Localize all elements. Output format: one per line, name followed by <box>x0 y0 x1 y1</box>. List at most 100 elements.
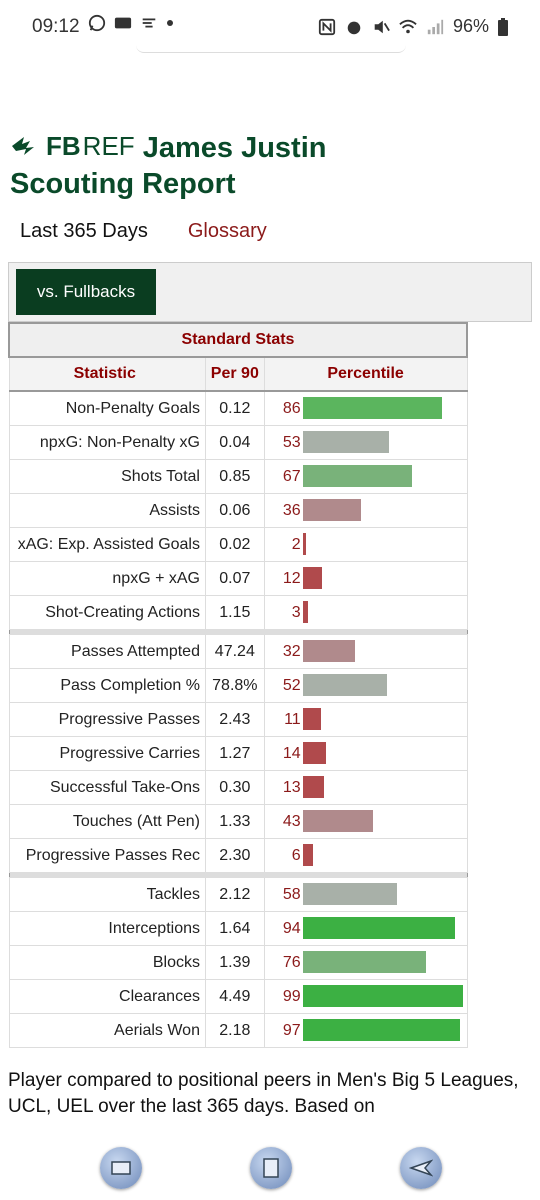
stat-name: Interceptions <box>8 911 206 946</box>
vs-fullbacks-button[interactable]: vs. Fullbacks <box>16 269 156 315</box>
recent-apps-icon[interactable] <box>100 1147 142 1189</box>
nav-bar <box>0 1140 540 1200</box>
stat-percentile: 6 <box>263 838 468 873</box>
stat-per90: 1.39 <box>204 945 265 980</box>
table-row: Tackles 2.12 58 <box>8 877 468 912</box>
home-icon[interactable] <box>250 1147 292 1189</box>
stat-percentile: 11 <box>263 702 468 737</box>
percentile-bar <box>302 883 397 905</box>
stat-per90: 78.8% <box>204 668 265 703</box>
percentile-value: 52 <box>282 677 301 694</box>
header-per90[interactable]: Per 90 <box>204 356 265 392</box>
stat-percentile: 13 <box>263 770 468 805</box>
percentile-bar <box>302 742 326 764</box>
percentile-value: 67 <box>282 468 301 485</box>
logo-fb: FB <box>46 131 81 161</box>
table-caption: Standard Stats <box>8 322 468 358</box>
player-name: James Justin <box>142 132 327 164</box>
stat-per90: 1.27 <box>204 736 265 771</box>
table-row: Progressive Carries 1.27 14 <box>8 736 468 771</box>
percentile-value: 99 <box>282 988 301 1005</box>
glossary-link[interactable]: Glossary <box>187 220 267 242</box>
percentile-value: 53 <box>282 434 301 451</box>
table-row: Successful Take-Ons 0.30 13 <box>8 770 468 805</box>
percentile-value: 6 <box>291 847 301 864</box>
percentile-value: 97 <box>282 1022 301 1039</box>
period-link[interactable]: Last 365 Days <box>20 220 148 242</box>
stat-name: Assists <box>8 493 206 528</box>
stat-percentile: 32 <box>263 634 468 669</box>
filter-bar: vs. Fullbacks <box>8 262 532 322</box>
page-title: FB REF James Justin Scouting Report <box>10 128 510 202</box>
stat-per90: 2.12 <box>204 877 265 912</box>
percentile-bar <box>302 810 373 832</box>
table-row: Clearances 4.49 99 <box>8 979 468 1014</box>
subnav: Last 365 Days Glossary <box>20 220 267 243</box>
battery-icon <box>498 17 508 36</box>
table-row: npxG + xAG 0.07 12 <box>8 561 468 596</box>
cast-icon <box>142 18 156 28</box>
percentile-bar <box>302 674 387 696</box>
stat-name: npxG + xAG <box>8 561 206 596</box>
table-row: Non-Penalty Goals 0.12 86 <box>8 390 468 426</box>
table-row: npxG: Non-Penalty xG 0.04 53 <box>8 425 468 460</box>
table-row: Blocks 1.39 76 <box>8 945 468 980</box>
stat-percentile: 58 <box>263 877 468 912</box>
percentile-bar <box>302 985 463 1007</box>
mute-icon <box>374 20 390 33</box>
stat-name: Shots Total <box>8 459 206 494</box>
stat-name: Aerials Won <box>8 1013 206 1048</box>
battery-percent: 96% <box>452 16 489 36</box>
stat-name: Progressive Passes <box>8 702 206 737</box>
alarm-icon <box>347 21 361 34</box>
stat-percentile: 97 <box>263 1013 468 1048</box>
scouting-table: Standard Stats Statistic Per 90 Percenti… <box>8 322 468 1048</box>
fbref-logo[interactable]: FB REF <box>10 128 135 164</box>
stat-per90: 4.49 <box>204 979 265 1014</box>
table-row: Interceptions 1.64 94 <box>8 911 468 946</box>
percentile-value: 11 <box>284 711 301 728</box>
stat-name: xAG: Exp. Assisted Goals <box>8 527 206 562</box>
percentile-bar <box>302 1019 460 1041</box>
stat-name: Passes Attempted <box>8 634 206 669</box>
back-icon[interactable] <box>400 1147 442 1189</box>
stat-name: Pass Completion % <box>8 668 206 703</box>
stat-per90: 0.04 <box>204 425 265 460</box>
header-statistic[interactable]: Statistic <box>8 356 206 392</box>
table-row: Assists 0.06 36 <box>8 493 468 528</box>
stat-name: Touches (Att Pen) <box>8 804 206 839</box>
stat-percentile: 12 <box>263 561 468 596</box>
stat-percentile: 76 <box>263 945 468 980</box>
percentile-bar <box>302 567 322 589</box>
header-percentile[interactable]: Percentile <box>263 356 468 392</box>
percentile-value: 86 <box>282 400 301 417</box>
stat-name: Non-Penalty Goals <box>8 390 206 426</box>
report-title: Scouting Report <box>10 168 236 200</box>
percentile-bar <box>302 499 361 521</box>
whatsapp-icon <box>88 14 106 32</box>
table-row: Shot-Creating Actions 1.15 3 <box>8 595 468 630</box>
nfc-icon <box>318 18 336 35</box>
percentile-value: 2 <box>291 536 301 553</box>
percentile-value: 3 <box>291 604 301 621</box>
browser-handle[interactable] <box>136 44 406 53</box>
stat-per90: 0.07 <box>204 561 265 596</box>
percentile-value: 14 <box>282 745 301 762</box>
table-row: Progressive Passes Rec 2.30 6 <box>8 838 468 873</box>
stat-percentile: 94 <box>263 911 468 946</box>
percentile-bar <box>302 917 455 939</box>
stat-name: Clearances <box>8 979 206 1014</box>
percentile-value: 12 <box>282 570 301 587</box>
stat-percentile: 36 <box>263 493 468 528</box>
table-row: Passes Attempted 47.24 32 <box>8 634 468 669</box>
percentile-bar <box>302 951 426 973</box>
stat-percentile: 2 <box>263 527 468 562</box>
percentile-bar <box>302 708 321 730</box>
voicemail-icon <box>114 17 132 29</box>
percentile-value: 36 <box>282 502 301 519</box>
wifi-icon <box>399 19 417 33</box>
stat-per90: 0.02 <box>204 527 265 562</box>
table-row: Aerials Won 2.18 97 <box>8 1013 468 1048</box>
percentile-value: 76 <box>282 954 301 971</box>
stat-percentile: 86 <box>263 390 468 426</box>
